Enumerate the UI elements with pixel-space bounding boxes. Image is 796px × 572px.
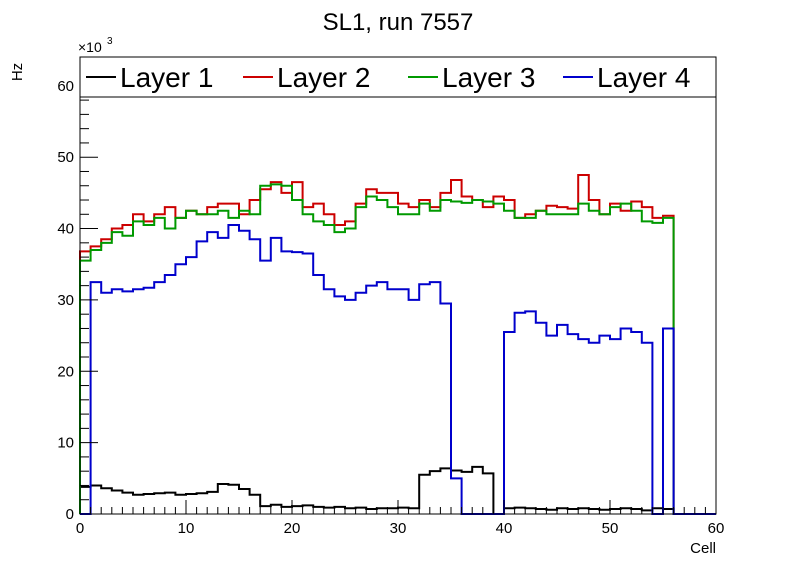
x-tick-label: 0: [76, 520, 84, 537]
y-tick-label: 60: [57, 78, 74, 95]
legend: Layer 1 Layer 2 Layer 3 Layer 4: [79, 56, 717, 98]
series-line-layer-3: [79, 183, 716, 515]
legend-label-layer-4: Layer 4: [597, 62, 690, 93]
y-tick-label: 10: [57, 435, 74, 452]
x-tick-label: 60: [708, 520, 725, 537]
legend-label-layer-1: Layer 1: [120, 62, 213, 93]
x-tick-label: 10: [178, 520, 195, 537]
legend-label-layer-3: Layer 3: [442, 62, 535, 93]
legend-label-layer-2: Layer 2: [277, 62, 370, 93]
x-tick-label: 20: [284, 520, 301, 537]
y-tick-label: 40: [57, 221, 74, 238]
chart-title: SL1, run 7557: [323, 9, 474, 36]
y-tick-label: 20: [57, 363, 74, 380]
x-axis-label: Cell: [690, 540, 716, 557]
y-tick-label: 30: [57, 292, 74, 309]
x-tick-label: 40: [496, 520, 513, 537]
y-tick-label: 50: [57, 149, 74, 166]
legend-box: [79, 56, 717, 98]
y-multiplier-exponent: 3: [107, 36, 113, 47]
y-multiplier-base: ×10: [78, 39, 102, 55]
x-tick-label: 50: [602, 520, 619, 537]
y-axis-label: Hz: [9, 63, 26, 81]
x-tick-label: 30: [390, 520, 407, 537]
axes: 0 10 20 30 40 50 60 0 10 20 30 40 50 60: [57, 71, 725, 537]
series-line-layer-4: [80, 223, 716, 515]
y-tick-label: 0: [66, 506, 74, 523]
y-multiplier: ×10 3: [78, 36, 113, 55]
